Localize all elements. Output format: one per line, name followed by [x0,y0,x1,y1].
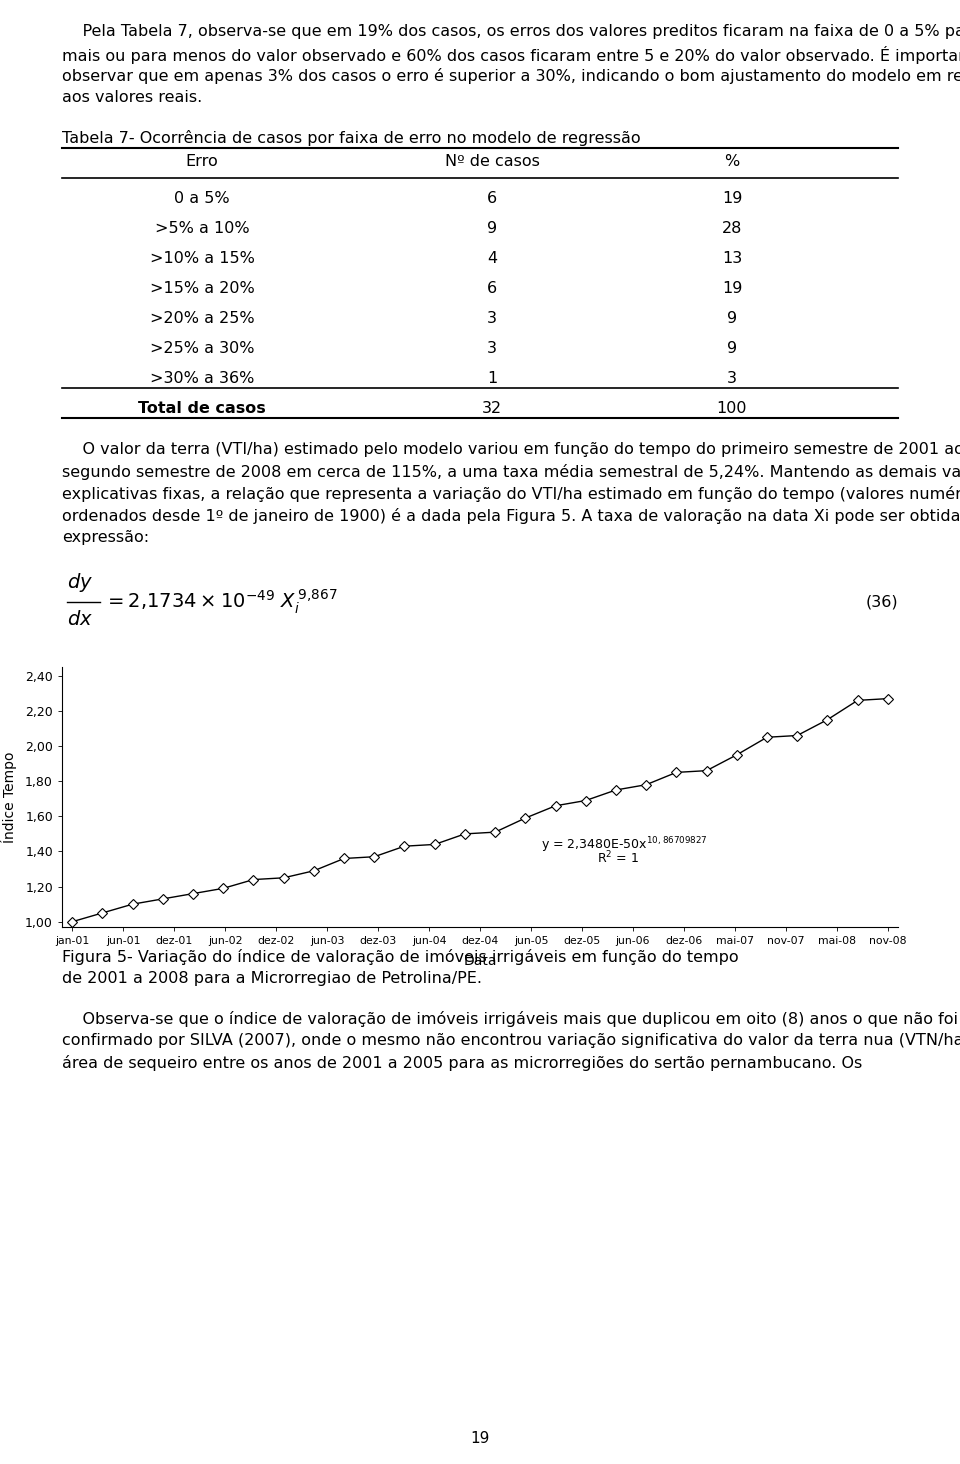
Text: 4: 4 [487,250,497,266]
Text: Pela Tabela 7, observa-se que em 19% dos casos, os erros dos valores preditos fi: Pela Tabela 7, observa-se que em 19% dos… [62,23,960,40]
Text: Nº de casos: Nº de casos [444,154,540,168]
Text: mais ou para menos do valor observado e 60% dos casos ficaram entre 5 e 20% do v: mais ou para menos do valor observado e … [62,45,960,64]
Text: >30% a 36%: >30% a 36% [150,370,254,386]
Text: confirmado por SILVA (2007), onde o mesmo não encontrou variação significativa d: confirmado por SILVA (2007), onde o mesm… [62,1034,960,1048]
Text: Tabela 7- Ocorrência de casos por faixa de erro no modelo de regressão: Tabela 7- Ocorrência de casos por faixa … [62,130,640,146]
Text: y = 2,3480E-50x$^{10,86709827}$: y = 2,3480E-50x$^{10,86709827}$ [541,836,708,855]
Text: >5% a 10%: >5% a 10% [155,221,250,236]
Text: 13: 13 [722,250,742,266]
Text: 9: 9 [487,221,497,236]
Text: aos valores reais.: aos valores reais. [62,89,203,105]
Text: área de sequeiro entre os anos de 2001 a 2005 para as microrregiões do sertão pe: área de sequeiro entre os anos de 2001 a… [62,1056,862,1072]
Text: 19: 19 [470,1430,490,1446]
Text: >10% a 15%: >10% a 15% [150,250,254,266]
Text: ordenados desde 1º de janeiro de 1900) é a dada pela Figura 5. A taxa de valoraç: ordenados desde 1º de janeiro de 1900) é… [62,508,960,524]
Text: 100: 100 [717,401,747,416]
Text: Observa-se que o índice de valoração de imóveis irrigáveis mais que duplicou em : Observa-se que o índice de valoração de … [62,1012,958,1028]
X-axis label: Data: Data [464,955,496,968]
Y-axis label: Índice Tempo: Índice Tempo [1,751,16,843]
Text: expressão:: expressão: [62,530,149,545]
Text: 3: 3 [487,310,497,326]
Text: Figura 5- Variação do índice de valoração de imóveis irrigáveis em função do tem: Figura 5- Variação do índice de valoraçã… [62,949,738,965]
Text: observar que em apenas 3% dos casos o erro é superior a 30%, indicando o bom aju: observar que em apenas 3% dos casos o er… [62,67,960,83]
Text: 19: 19 [722,190,742,206]
Text: R$^{2}$ = 1: R$^{2}$ = 1 [597,851,639,867]
Text: segundo semestre de 2008 em cerca de 115%, a uma taxa média semestral de 5,24%. : segundo semestre de 2008 em cerca de 115… [62,464,960,480]
Text: explicativas fixas, a relação que representa a variação do VTI/ha estimado em fu: explicativas fixas, a relação que repres… [62,486,960,502]
Text: >15% a 20%: >15% a 20% [150,281,254,296]
Text: 32: 32 [482,401,502,416]
Text: 0 a 5%: 0 a 5% [174,190,229,206]
Text: de 2001 a 2008 para a Microrregiao de Petrolina/PE.: de 2001 a 2008 para a Microrregiao de Pe… [62,971,482,985]
Text: 3: 3 [487,341,497,356]
Text: 1: 1 [487,370,497,386]
Text: >25% a 30%: >25% a 30% [150,341,254,356]
Text: (36): (36) [865,594,898,609]
Text: $dx$: $dx$ [67,610,93,630]
Text: $dy$: $dy$ [67,571,93,594]
Text: Erro: Erro [185,154,218,168]
Text: $= 2{,}1734\times10^{-49}\ X_i^{\,9{,}867}$: $= 2{,}1734\times10^{-49}\ X_i^{\,9{,}86… [104,587,338,616]
Text: %: % [725,154,739,168]
Text: Total de casos: Total de casos [138,401,266,416]
Text: 3: 3 [727,370,737,386]
Text: 19: 19 [722,281,742,296]
Text: 9: 9 [727,341,737,356]
Text: >20% a 25%: >20% a 25% [150,310,254,326]
Text: 6: 6 [487,190,497,206]
Text: 6: 6 [487,281,497,296]
Text: 9: 9 [727,310,737,326]
Text: 28: 28 [722,221,742,236]
Text: O valor da terra (VTI/ha) estimado pelo modelo variou em função do tempo do prim: O valor da terra (VTI/ha) estimado pelo … [62,442,960,457]
